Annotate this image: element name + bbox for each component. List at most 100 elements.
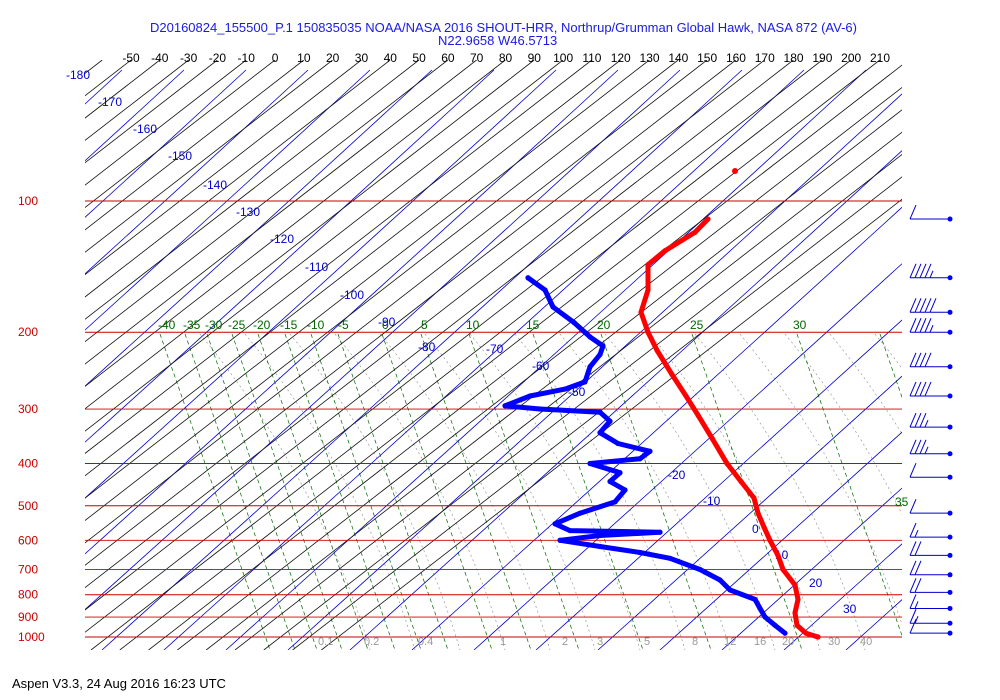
moist-adiabats: [199, 333, 1000, 650]
isotherm-line: [85, 60, 708, 544]
temperature-tick-label: 170: [755, 51, 775, 65]
dewpoint-point: [597, 532, 603, 539]
dewpoint-point: [615, 440, 621, 447]
dry-adiabat-label: -140: [203, 178, 227, 192]
moist-adiabat-line: [199, 333, 371, 650]
dry-adiabat-label: -60: [532, 359, 550, 373]
dewpoint-point: [637, 549, 643, 556]
pressure-label: 900: [18, 610, 38, 624]
temperature-point: [654, 347, 660, 353]
moist-adiabat-line: [874, 333, 902, 369]
temperature-tick-label: 50: [412, 51, 426, 65]
dewpoint-point: [597, 430, 603, 436]
temperature-point: [751, 495, 757, 501]
dry-adiabat-label: -90: [378, 315, 396, 329]
mixing-ratio-label: 15: [526, 318, 540, 332]
isotherm-line: [85, 60, 650, 499]
isotherm-line: [85, 60, 564, 432]
wind-barb-point: [947, 620, 953, 626]
moist-adiabat-label: 0.1: [318, 636, 333, 648]
pressure-label: 200: [18, 325, 38, 339]
temperature-tick-label: -40: [151, 51, 169, 65]
isotherm-line: [85, 60, 737, 566]
wind-barb-flag: [924, 263, 932, 278]
isotherm-line: [85, 60, 276, 209]
dry-adiabat-label: -170: [98, 95, 122, 109]
temperature-point: [780, 566, 786, 573]
wind-barb-flag: [909, 318, 917, 333]
dry-adiabat-label: -70: [486, 342, 504, 356]
wind-barb-point: [947, 589, 953, 595]
temperature-point: [755, 510, 761, 516]
dewpoint-point: [571, 319, 577, 326]
dry-adiabat-line: [85, 69, 557, 499]
wind-barb-flag: [924, 352, 932, 367]
temperature-tick-label: 130: [640, 51, 660, 65]
dry-adiabat-line: [721, 487, 902, 650]
wind-barb-point: [947, 393, 953, 399]
dewpoint-point: [567, 527, 573, 534]
temperature-tick-label: 110: [582, 51, 601, 65]
isotherm-line: [263, 154, 902, 650]
isotherm-line: [85, 60, 794, 611]
dry-adiabat-label: 30: [843, 602, 857, 616]
isotherm-line: [177, 86, 902, 650]
wind-barb-point: [947, 534, 953, 540]
temperature-point: [738, 478, 744, 485]
wind-barb-point: [947, 275, 953, 281]
dewpoint-point: [622, 487, 628, 493]
isotherm-line: [85, 60, 218, 164]
dry-adiabat-label: -80: [418, 340, 436, 354]
temperature-tick-label: 40: [384, 51, 398, 65]
temperature-trace: [638, 216, 821, 640]
isobars: [85, 200, 902, 638]
dewpoint-point: [657, 529, 663, 535]
moist-adiabat-label: 0.2: [364, 636, 379, 648]
mixing-ratio-label: -40: [158, 318, 176, 332]
temperature-tick-label: -30: [180, 51, 198, 65]
wind-barb-flag: [909, 594, 917, 609]
wind-barb-flag: [919, 263, 927, 278]
wind-barb-point: [947, 552, 953, 558]
isotherm-line: [292, 176, 902, 650]
dewpoint-point: [587, 334, 593, 340]
temperature-tick-label: 20: [326, 51, 340, 65]
isotherm-line: [148, 64, 902, 650]
temperature-point: [645, 287, 651, 293]
moist-adiabat-line: [965, 334, 1000, 650]
dry-adiabat-line: [535, 319, 902, 650]
dewpoint-point: [752, 596, 758, 603]
dewpoint-point: [607, 418, 613, 424]
dewpoint-point: [612, 499, 618, 505]
dewpoint-point: [527, 393, 533, 399]
wind-barb-flag: [909, 412, 917, 428]
isotherm-line: [0, 60, 16, 650]
temperature-point: [792, 610, 798, 616]
moist-adiabat-line: [334, 333, 506, 650]
isotherm-line: [85, 60, 333, 253]
dry-adiabat-line: [411, 206, 902, 650]
dry-adiabat-label: 20: [809, 576, 823, 590]
isotherm-line: [85, 60, 305, 231]
dry-adiabat-line: [85, 69, 309, 275]
wind-barb-flag: [909, 609, 917, 624]
dewpoint-point: [600, 343, 606, 349]
dry-adiabat-line: [163, 69, 805, 650]
dewpoint-point: [577, 510, 583, 516]
temperature-point: [767, 537, 773, 543]
temperature-point: [732, 168, 738, 174]
mixing-ratio-label: 35: [895, 495, 909, 509]
wind-barb-flag: [909, 578, 917, 593]
dry-adiabat-label: -20: [668, 468, 686, 482]
wind-barb-point: [947, 364, 953, 370]
temperature-point: [775, 552, 781, 559]
mixing-ratio-line: [310, 333, 422, 650]
wind-barb-point: [947, 572, 953, 578]
dewpoint-point: [607, 478, 613, 485]
isotherm-line: [85, 60, 621, 477]
wind-barb-point: [947, 605, 953, 611]
wind-barb-flag: [919, 298, 927, 313]
temperature-point: [795, 596, 801, 603]
dewpoint-point: [637, 456, 643, 462]
dry-adiabat-line: [101, 69, 743, 650]
